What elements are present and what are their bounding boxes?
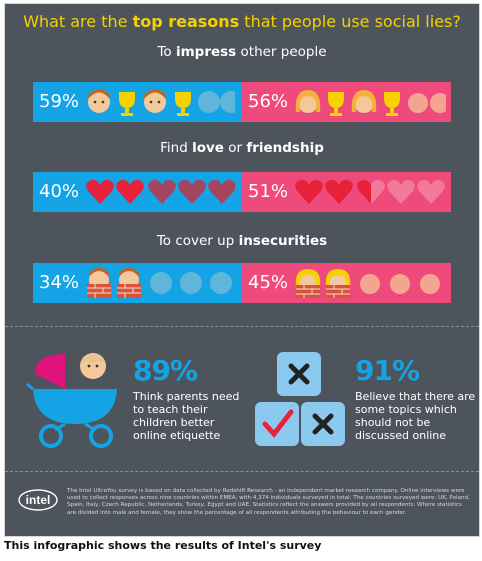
infographic-title: What are the top reasons that people use… xyxy=(23,12,461,31)
footer-divider xyxy=(5,471,479,472)
stat2-value: 91% xyxy=(355,354,420,387)
male-percentage: 40% xyxy=(39,181,80,202)
heart-icon xyxy=(295,179,323,204)
trophy-male-icons xyxy=(88,89,235,116)
heart-icon xyxy=(86,179,114,204)
faded-face-icon xyxy=(360,274,440,294)
faded-face-icon xyxy=(408,93,446,113)
baby-carriage-icon xyxy=(26,353,117,448)
logo-text: intel xyxy=(26,493,51,507)
trophy-icon xyxy=(175,92,191,116)
female-percentage: 45% xyxy=(248,272,289,293)
trophy-icon xyxy=(384,92,400,116)
male-half: 59% xyxy=(33,82,242,122)
heart-female-icons xyxy=(295,179,445,204)
infographic: What are the top reasons that people use… xyxy=(4,3,480,537)
face-behind-wall-icon xyxy=(87,267,111,298)
section-label-impress: To impress other people xyxy=(157,44,327,60)
trophy-female-icons xyxy=(295,90,446,116)
female-percentage: 51% xyxy=(248,181,289,202)
face-behind-wall-icon xyxy=(325,269,351,298)
face-behind-wall-icon xyxy=(117,267,141,298)
footer-note: The Intel UltraYou survey is based on da… xyxy=(67,488,470,516)
male-half: 40% xyxy=(33,172,242,212)
intel-logo: intel xyxy=(18,489,58,511)
female-face-icon xyxy=(351,90,377,113)
female-face-icon xyxy=(295,90,321,113)
stat2-text: Believe that there are some topics which… xyxy=(355,390,476,442)
band-impress: 59% 56% xyxy=(33,82,451,122)
male-face-icon xyxy=(88,89,110,113)
heart-faded-icon xyxy=(417,179,445,204)
male-face-icon xyxy=(144,89,166,113)
male-percentage: 59% xyxy=(39,91,80,112)
band-love: 40% 51% xyxy=(33,172,451,212)
section-divider xyxy=(5,326,479,327)
female-half: 51% xyxy=(242,172,451,212)
stat1-text: Think parents need to teach their childr… xyxy=(133,390,240,442)
heart-male-icons xyxy=(86,179,235,204)
section-label-insecurities: To cover up insecurities xyxy=(156,233,328,249)
wall-female-icons xyxy=(295,269,440,298)
heart-icon xyxy=(116,179,144,204)
faded-face-icon xyxy=(198,91,235,113)
section-label-love: Find love or friendship xyxy=(160,140,324,156)
choice-blocks-icon xyxy=(255,352,345,446)
image-caption: This infographic shows the results of In… xyxy=(4,539,322,552)
heart-faded-icon xyxy=(148,179,176,204)
female-percentage: 56% xyxy=(248,91,289,112)
heart-icon xyxy=(325,179,353,204)
heart-faded-icon xyxy=(208,179,235,204)
stat1-value: 89% xyxy=(133,354,198,387)
wall-male-icons xyxy=(87,267,232,298)
male-half: 34% xyxy=(33,263,242,303)
trophy-icon xyxy=(328,92,344,116)
heart-faded-icon xyxy=(387,179,415,204)
female-half: 45% xyxy=(242,263,451,303)
male-percentage: 34% xyxy=(39,272,80,293)
faded-face-icon xyxy=(150,272,232,294)
trophy-icon xyxy=(119,92,135,116)
female-half: 56% xyxy=(242,82,451,122)
heart-faded-icon xyxy=(178,179,206,204)
band-insecurities: 34% 45% xyxy=(33,263,451,303)
face-behind-wall-icon xyxy=(295,269,321,298)
